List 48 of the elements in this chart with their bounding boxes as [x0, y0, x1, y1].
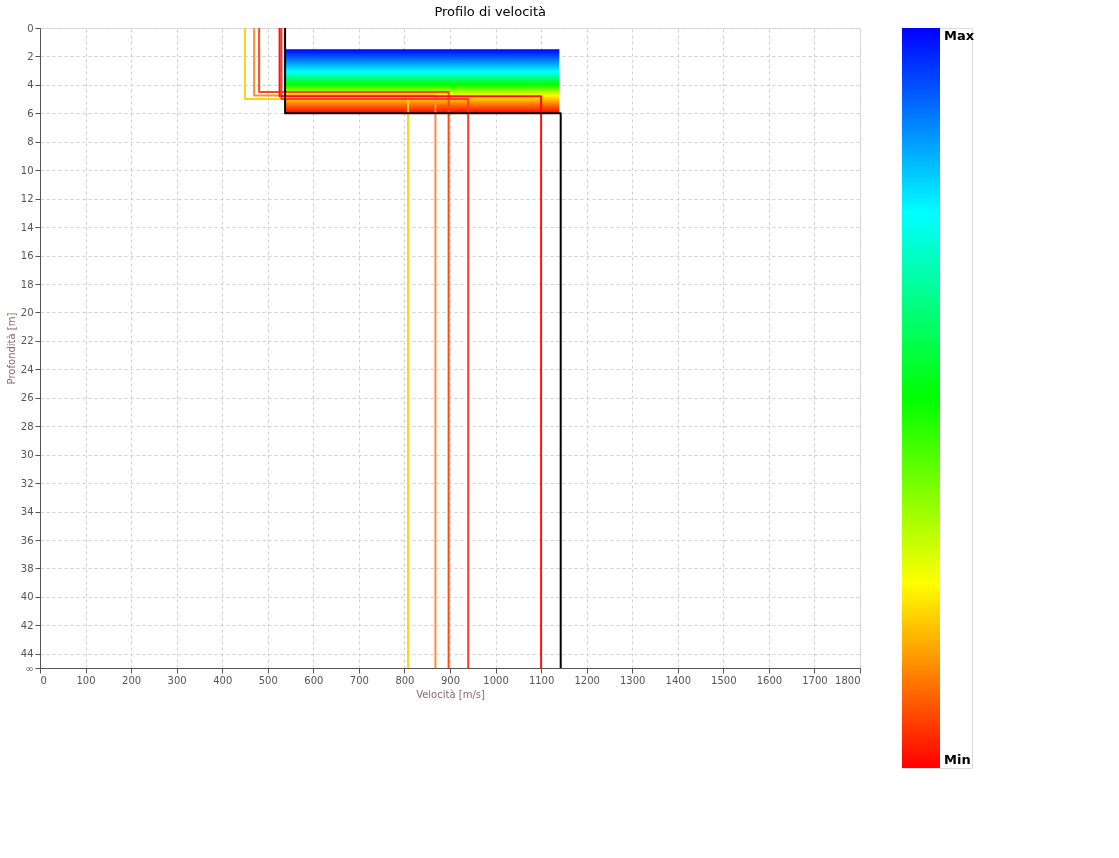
y-tick-label: 28 [20, 420, 34, 432]
y-tick-label: 2 [27, 50, 34, 62]
x-tick-label: 1800 [835, 674, 861, 686]
y-tick-label: 10 [20, 164, 34, 176]
x-tick-label: 0 [40, 674, 47, 686]
x-tick-label: 900 [440, 674, 461, 686]
x-tick-label: 600 [304, 674, 324, 686]
x-tick-label: 1700 [802, 674, 828, 686]
y-tick-label: 24 [20, 363, 34, 375]
x-tick-label: 700 [349, 674, 369, 686]
y-tick-label: 22 [20, 335, 34, 347]
y-tick-label: 32 [20, 477, 34, 489]
x-tick-label: 1300 [620, 674, 646, 686]
y-axis-title: Profondità [m] [5, 312, 17, 385]
x-tick-label: 200 [122, 674, 142, 686]
y-tick-label: 4 [27, 79, 34, 91]
x-tick-label: 400 [213, 674, 233, 686]
y-tick-label: 16 [20, 250, 34, 262]
y-tick-label: 12 [20, 193, 34, 205]
x-axis-title: Velocità [m/s] [416, 688, 485, 700]
x-tick-label: 1600 [756, 674, 783, 686]
text: Min [944, 752, 971, 767]
y-tick-label: ∞ [25, 662, 34, 674]
y-tick-label: 30 [20, 449, 34, 461]
text: Max [944, 28, 975, 43]
y-tick-label: 36 [20, 534, 34, 546]
y-tick-label: 42 [20, 619, 34, 631]
y-tick-label: 8 [27, 136, 34, 148]
x-tick-label: 1400 [665, 674, 691, 686]
y-tick-label: 0 [27, 22, 34, 34]
y-tick-label: 18 [20, 278, 34, 290]
y-tick-label: 14 [20, 221, 34, 233]
x-tick-label: 1500 [711, 674, 737, 686]
x-tick-label: 100 [76, 674, 96, 686]
y-tick-label: 26 [20, 392, 34, 404]
y-tick-label: 34 [20, 506, 34, 518]
x-tick-label: 1000 [483, 674, 509, 686]
y-tick-label: 44 [20, 648, 34, 660]
y-tick-label: 20 [20, 306, 34, 318]
y-tick-label: 38 [20, 562, 34, 574]
x-tick-label: 500 [258, 674, 278, 686]
x-tick-label: 1200 [574, 674, 600, 686]
x-tick-label: 1100 [528, 674, 555, 686]
y-tick-label: 6 [27, 107, 34, 119]
chart-title: Profilo di velocità [434, 3, 546, 19]
y-tick-label: 40 [20, 591, 34, 603]
x-tick-label: 800 [395, 674, 415, 686]
x-tick-label: 300 [167, 674, 187, 686]
